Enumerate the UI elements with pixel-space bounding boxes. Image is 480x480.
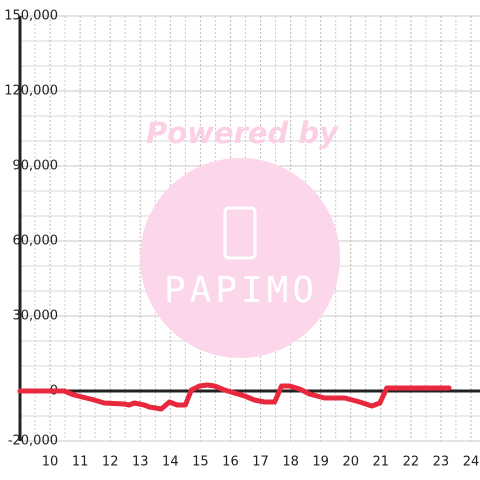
x-tick-label: 24 [463,455,480,470]
x-tick-label: 13 [132,455,149,470]
y-tick-label: 120,000 [4,84,58,99]
watermark-logo: PAPIMO [164,270,318,311]
x-tick-label: 14 [162,455,179,470]
x-tick-label: 17 [252,455,269,470]
x-tick-label: 18 [282,455,299,470]
x-tick-label: 15 [192,455,209,470]
x-tick-label: 19 [312,455,329,470]
watermark-text: Powered by [146,116,339,150]
watermark: Powered by PAPIMO [140,116,340,358]
x-tick-label: 20 [342,455,359,470]
data-line [17,382,452,412]
y-tick-label: 60,000 [13,234,59,249]
x-tick-label: 12 [102,455,119,470]
watermark-phone [223,206,257,260]
y-tick-label: 90,000 [13,159,59,174]
y-tick-label: 30,000 [13,309,59,324]
x-tick-label: 16 [222,455,239,470]
y-tick-label: -20,000 [8,434,58,449]
x-tick-label: 21 [373,455,390,470]
x-tick-label: 11 [72,455,89,470]
x-tick-label: 22 [403,455,420,470]
x-tick-label: 10 [42,455,59,470]
y-tick-label: 150,000 [4,9,58,24]
x-tick-label: 23 [433,455,450,470]
